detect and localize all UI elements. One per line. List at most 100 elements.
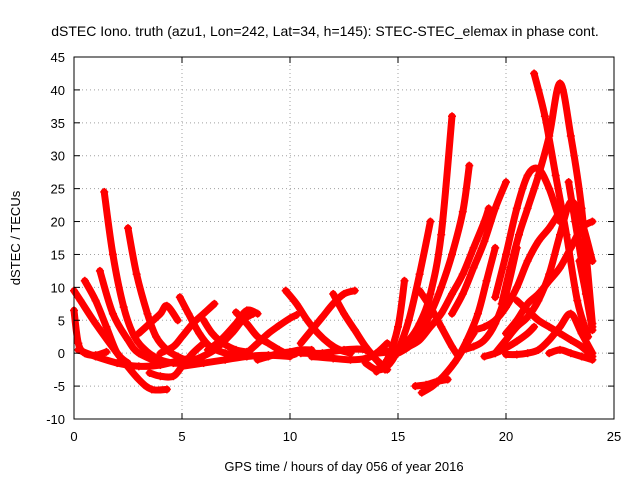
series-25-point-6 — [437, 230, 446, 239]
series-13-point-0 — [199, 316, 208, 325]
series-14-point-4 — [253, 309, 262, 318]
series-0-point-2 — [91, 319, 100, 328]
series-42-point-0 — [530, 69, 539, 78]
series-32-point-2 — [473, 309, 482, 318]
series-10-point-0 — [175, 293, 184, 302]
series-0-point-4 — [134, 375, 143, 384]
x-tick-label: 15 — [391, 429, 405, 444]
x-tick-label: 5 — [178, 429, 185, 444]
series-26-point-5 — [448, 250, 456, 259]
series-1-point-4 — [102, 347, 111, 356]
series-2-point-2 — [102, 322, 111, 331]
y-axis-label: dSTEC / TECUs — [8, 190, 23, 285]
series-33-point-1 — [469, 342, 478, 351]
series-27-point-0 — [404, 342, 413, 351]
series-45-point-2 — [588, 326, 597, 335]
series-4-point-0 — [95, 266, 104, 275]
plot-frame — [73, 56, 615, 420]
series-45-point-0 — [575, 257, 584, 266]
y-tick-label: 15 — [51, 247, 65, 262]
series-16-point-5 — [292, 311, 301, 320]
series-17-point-3 — [286, 347, 294, 356]
series-21-point-0 — [296, 349, 305, 358]
series-27-point-2 — [426, 322, 435, 331]
series-44-point-0 — [564, 178, 573, 187]
series-43-point-0 — [545, 349, 554, 358]
series-18-point-3 — [314, 329, 323, 338]
series-34-point-4 — [512, 283, 521, 292]
series-2-point-3 — [113, 349, 122, 358]
y-tick-label: 35 — [51, 116, 65, 131]
series-40-point-6 — [566, 309, 575, 318]
series-26-point-7 — [465, 161, 474, 170]
series-15-point-0 — [232, 308, 240, 317]
series-5-point-1 — [132, 270, 141, 279]
series-3-point-1 — [108, 250, 117, 259]
series-35-point-0 — [480, 352, 489, 361]
series-9-point-2 — [178, 332, 186, 341]
y-tick-label: 45 — [51, 50, 65, 65]
series-10-point-1 — [184, 309, 193, 318]
series-34-point-5 — [523, 257, 532, 266]
series-14-point-0 — [203, 345, 212, 354]
series-16-point-2 — [264, 329, 273, 338]
series-41-point-0 — [512, 296, 521, 305]
y-tick-label: 5 — [58, 313, 65, 328]
series-31-point-4 — [491, 204, 500, 213]
series-8-point-4 — [188, 349, 197, 358]
y-tick-label: 0 — [58, 346, 65, 361]
series-30-line — [411, 376, 452, 390]
series-29-point-3 — [450, 359, 459, 368]
series-20-point-2 — [350, 326, 359, 335]
series-32-point-1 — [463, 336, 472, 345]
series-25-point-5 — [426, 289, 435, 298]
series-31-point-0 — [448, 309, 456, 318]
series-14-point-1 — [216, 336, 225, 345]
series-43-point-3 — [577, 352, 586, 361]
series-34-point-0 — [469, 326, 478, 335]
series-9-point-0 — [156, 349, 165, 358]
series-8-point-0 — [145, 368, 154, 377]
y-tick-label: -5 — [53, 379, 65, 394]
series-13-point-3 — [232, 345, 240, 354]
series-36-point-2 — [512, 204, 521, 213]
series-26-point-4 — [437, 283, 446, 292]
series-24-point-0 — [372, 367, 381, 376]
series-12-point-2 — [221, 355, 230, 364]
series-18-point-2 — [303, 316, 312, 325]
series-14-point-3 — [242, 306, 251, 315]
series-layer — [70, 69, 597, 397]
series-0-point-1 — [76, 296, 85, 305]
series-17-point-0 — [253, 355, 262, 364]
series-41-point-3 — [545, 322, 554, 331]
series-22-point-1 — [329, 354, 338, 363]
series-23-point-4 — [404, 316, 413, 325]
series-19-point-1 — [307, 326, 316, 335]
series-26-point-6 — [458, 207, 467, 216]
series-39-point-5 — [556, 263, 564, 272]
series-41-point-4 — [556, 329, 564, 338]
series-34-point-1 — [480, 322, 489, 331]
series-8-point-2 — [169, 372, 178, 381]
series-42-point-4 — [573, 296, 582, 305]
series-33-point-2 — [480, 336, 489, 345]
series-41-point-6 — [577, 342, 586, 351]
series-37-point-0 — [497, 299, 506, 308]
series-39-point-1 — [512, 316, 521, 325]
series-24-line — [372, 277, 408, 376]
series-40-point-0 — [502, 350, 510, 359]
series-35-point-5 — [530, 322, 539, 331]
series-43-point-4 — [588, 355, 597, 364]
series-33-point-0 — [458, 345, 467, 354]
series-34-point-2 — [491, 316, 500, 325]
series-9-point-1 — [169, 342, 178, 351]
series-30-point-2 — [432, 377, 441, 386]
series-2-point-0 — [80, 276, 89, 285]
series-19-point-5 — [350, 286, 359, 295]
series-28-point-3 — [448, 342, 456, 351]
series-30-point-3 — [443, 375, 452, 384]
x-tick-label: 0 — [70, 429, 77, 444]
series-30-point-1 — [422, 380, 431, 389]
series-42-point-5 — [584, 332, 593, 341]
